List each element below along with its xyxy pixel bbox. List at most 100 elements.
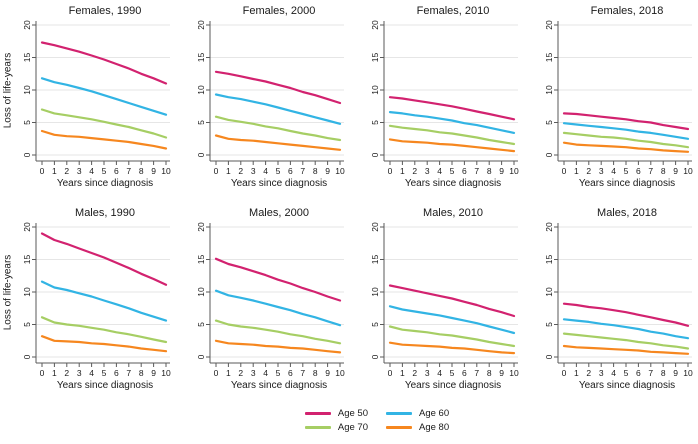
axes	[557, 21, 692, 162]
x-tick-label: 10	[161, 166, 171, 176]
y-tick-label: 20	[370, 20, 380, 30]
x-tick-label: 9	[151, 166, 156, 176]
x-tick-label: 1	[574, 368, 579, 378]
x-tick-label: 4	[611, 368, 616, 378]
y-tick-label: 10	[370, 287, 380, 297]
y-tick-label: 5	[370, 120, 380, 125]
line-age-80	[388, 138, 516, 153]
line-age-50	[214, 70, 342, 105]
line-age-50	[388, 96, 516, 121]
x-tick-label: 0	[388, 368, 393, 378]
x-tick-label: 1	[226, 166, 231, 176]
y-tick-label: 5	[196, 120, 206, 125]
line-age-60	[388, 305, 516, 335]
x-tick-label: 8	[661, 166, 666, 176]
x-axis-title: Years since diagnosis	[56, 178, 154, 189]
x-tick-label: 2	[586, 368, 591, 378]
x-tick-label: 3	[599, 368, 604, 378]
gridlines	[210, 226, 344, 358]
chart-title: Females, 2010	[416, 5, 490, 17]
x-tick-label: 4	[89, 368, 94, 378]
x-tick-label: 9	[499, 166, 504, 176]
x-tick-label: 5	[276, 368, 281, 378]
x-tick-label: 0	[562, 368, 567, 378]
x-tick-label: 9	[673, 166, 678, 176]
legend-item-age-60: Age 60	[386, 408, 449, 419]
line-age-50	[40, 232, 168, 286]
x-tick-label: 4	[611, 166, 616, 176]
x-tick-label: 3	[251, 368, 256, 378]
x-tick-label: 7	[648, 166, 653, 176]
x-tick-label: 0	[40, 368, 45, 378]
y-tick-label: 15	[196, 255, 206, 265]
y-tick-label: 10	[22, 85, 32, 95]
y-tick-label: 5	[544, 322, 554, 327]
tick-marks	[380, 226, 515, 367]
tick-marks	[554, 24, 689, 165]
y-axis-title: Loss of life-years	[2, 254, 14, 331]
x-tick-label: 7	[300, 368, 305, 378]
chart-title: Males, 2000	[249, 207, 309, 219]
chart-title: Females, 2000	[242, 5, 316, 17]
x-tick-label: 8	[661, 368, 666, 378]
x-tick-label: 6	[288, 166, 293, 176]
x-tick-label: 4	[263, 166, 268, 176]
x-tick-label: 1	[400, 368, 405, 378]
x-tick-label: 9	[325, 368, 330, 378]
x-tick-label: 5	[276, 166, 281, 176]
y-tick-label: 20	[196, 20, 206, 30]
line-age-70	[562, 332, 690, 350]
x-tick-label: 6	[636, 166, 641, 176]
x-tick-label: 6	[114, 166, 119, 176]
x-axis-title: Years since diagnosis	[578, 178, 676, 189]
x-tick-label: 9	[325, 166, 330, 176]
subplot-females-1990: Females, 1990 0 5 10 15 20 0 1 2 3 4 5 6 7 8 9 10 Years…	[0, 0, 174, 202]
x-tick-label: 10	[509, 368, 519, 378]
y-axis-title: Loss of life-years	[2, 52, 14, 129]
y-tick-label: 0	[196, 152, 206, 157]
x-tick-label: 8	[487, 368, 492, 378]
gridlines	[36, 226, 170, 358]
x-tick-label: 8	[313, 166, 318, 176]
x-tick-label: 6	[114, 368, 119, 378]
gridlines	[384, 24, 518, 156]
x-tick-label: 3	[251, 166, 256, 176]
x-tick-label: 2	[238, 166, 243, 176]
x-axis-title: Years since diagnosis	[230, 178, 328, 189]
subplot-males-2018: Males, 2018 0 5 10 15 20 0 1 2 3 4 5 6 7 8 9 10 Years s…	[522, 202, 696, 404]
legend: Age 50 Age 60 Age 70 Age 80	[0, 408, 698, 433]
y-tick-label: 15	[22, 255, 32, 265]
y-tick-label: 0	[196, 354, 206, 359]
gridlines	[384, 226, 518, 358]
axes	[35, 21, 170, 162]
y-tick-label: 0	[370, 354, 380, 359]
x-tick-label: 0	[214, 166, 219, 176]
line-age-70	[214, 319, 342, 345]
x-tick-label: 5	[102, 368, 107, 378]
x-tick-label: 7	[474, 166, 479, 176]
line-age-60	[214, 93, 342, 125]
x-tick-label: 8	[139, 166, 144, 176]
y-tick-label: 0	[22, 354, 32, 359]
y-tick-label: 20	[544, 20, 554, 30]
line-age-70	[40, 316, 168, 344]
y-tick-label: 5	[196, 322, 206, 327]
line-age-70	[562, 131, 690, 149]
y-tick-label: 15	[22, 53, 32, 63]
legend-item-age-70: Age 70	[304, 422, 368, 433]
line-age-70	[214, 115, 342, 142]
tick-marks	[206, 226, 341, 367]
line-age-60	[562, 122, 690, 140]
line-age-70	[388, 325, 516, 348]
x-tick-label: 3	[77, 166, 82, 176]
x-tick-label: 8	[139, 368, 144, 378]
x-tick-label: 10	[161, 368, 171, 378]
y-tick-label: 15	[544, 53, 554, 63]
chart-title: Females, 2018	[590, 5, 664, 17]
axes	[209, 21, 344, 162]
x-tick-label: 7	[648, 368, 653, 378]
x-tick-label: 1	[226, 368, 231, 378]
